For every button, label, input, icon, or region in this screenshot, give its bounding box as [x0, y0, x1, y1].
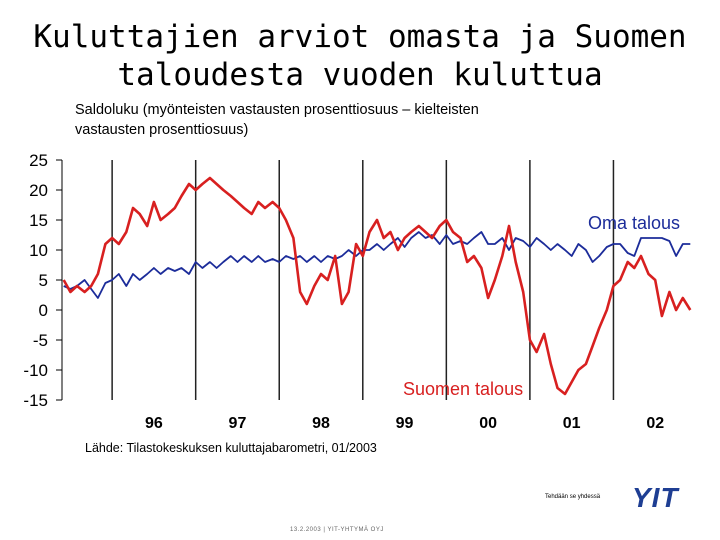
x-tick-label: 98	[312, 415, 330, 432]
series-lines	[62, 176, 692, 396]
y-tick-label: 25	[29, 151, 48, 170]
y-tick-label: 20	[29, 181, 48, 200]
x-axis: 96 97 98 99 00 01 02	[145, 415, 664, 432]
chart-subtitle: Saldoluku (myönteisten vastausten prosen…	[75, 102, 479, 138]
y-tick-label: 15	[29, 211, 48, 230]
page-title: Kuluttajien arviot omasta ja Suomen talo…	[33, 19, 687, 93]
source-note: Lähde: Tilastokeskuksen kuluttajabaromet…	[85, 441, 377, 455]
x-tick-label: 00	[479, 415, 497, 432]
y-tick-label: -15	[23, 391, 48, 410]
company-tagline: Tehdään se yhdessä	[545, 494, 601, 500]
y-axis: 25 20 15 10 5 0 -5 -10 -15	[23, 151, 63, 410]
logo-text: YIT	[632, 482, 680, 512]
x-gridlines	[111, 160, 615, 400]
line-chart: 25 20 15 10 5 0 -5 -10 -15 96 97 98 99 00 01 02 Oma ta…	[23, 151, 692, 432]
y-tick-label: 10	[29, 241, 48, 260]
series-label-oma-talous: Oma talous	[588, 213, 680, 233]
x-tick-label: 96	[145, 415, 163, 432]
y-tick-label: 0	[39, 301, 48, 320]
x-tick-label: 02	[646, 415, 664, 432]
series-label-suomen-talous: Suomen talous	[403, 379, 523, 399]
series-line-suomen-talous	[62, 176, 692, 396]
x-tick-label: 97	[229, 415, 247, 432]
x-tick-label: 01	[563, 415, 581, 432]
footer-text: 13.2.2003 | YIT-YHTYMÄ OYJ	[290, 527, 384, 533]
y-tick-label: -5	[33, 331, 48, 350]
y-tick-label: 5	[39, 271, 48, 290]
x-tick-label: 99	[396, 415, 414, 432]
y-tick-label: -10	[23, 361, 48, 380]
series-line-oma-talous	[63, 231, 691, 299]
yit-logo: YIT	[632, 482, 680, 512]
